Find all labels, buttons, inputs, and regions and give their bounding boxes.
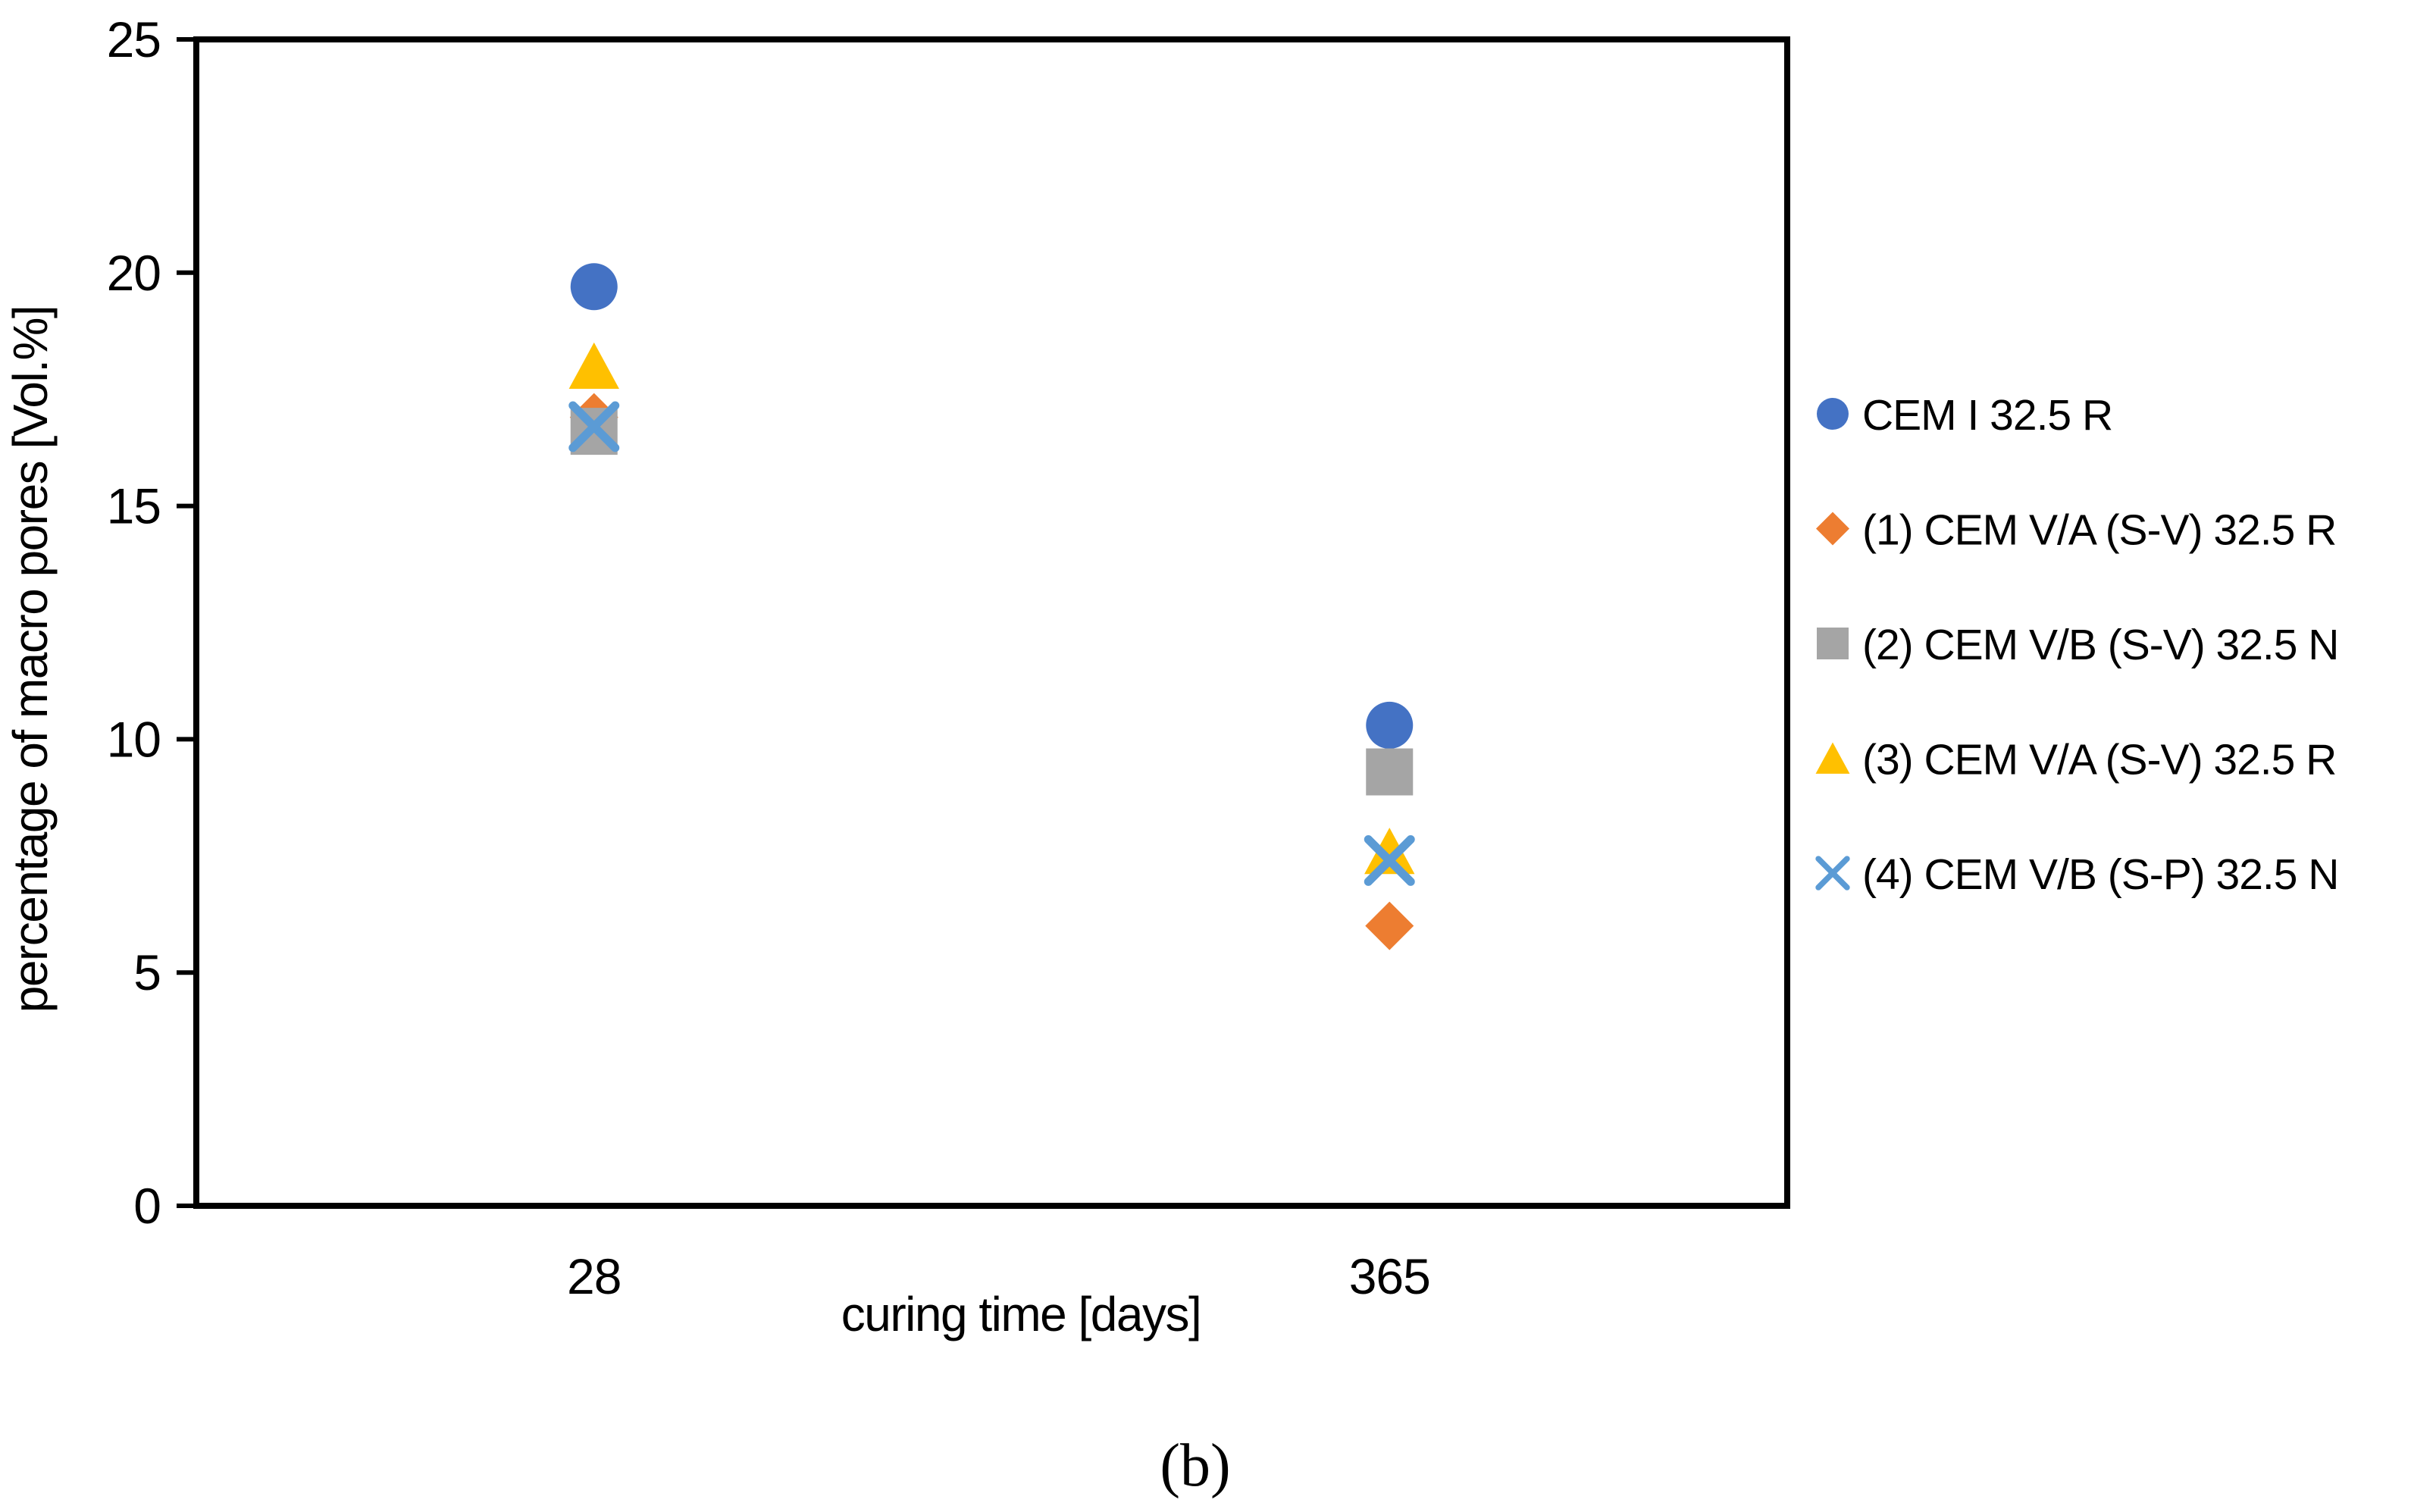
y-tick-label: 5 bbox=[133, 944, 161, 1000]
legend-label: (2) CEM V/B (S-V) 32.5 N bbox=[1862, 621, 2338, 669]
y-tick-label: 10 bbox=[107, 711, 161, 767]
y-tick-label: 25 bbox=[107, 11, 161, 67]
y-axis: 25 20 15 10 5 0 bbox=[107, 11, 196, 1234]
legend-item: (1) CEM V/A (S-V) 32.5 R bbox=[1816, 506, 2337, 555]
data-point-triangle-365d bbox=[1364, 828, 1415, 875]
legend-label: (1) CEM V/A (S-V) 32.5 R bbox=[1862, 506, 2336, 555]
y-axis-title: percentage of macro pores [Vol.%] bbox=[3, 306, 58, 1013]
data-point-circle-28d bbox=[570, 263, 618, 311]
legend-item: CEM I 32.5 R bbox=[1817, 391, 2113, 440]
data-point-x-28d bbox=[568, 401, 620, 452]
x-category-label: 365 bbox=[1349, 1248, 1430, 1304]
data-point-circle-365d bbox=[1366, 701, 1414, 749]
x-axis-title: curing time [days] bbox=[841, 1287, 1201, 1341]
x-category-label: 28 bbox=[567, 1248, 621, 1304]
data-point-square-365d bbox=[1366, 748, 1414, 796]
legend-marker-x bbox=[1815, 856, 1850, 891]
legend-label: CEM I 32.5 R bbox=[1862, 391, 2112, 440]
data-point-triangle-28d bbox=[568, 342, 619, 389]
legend-label: (3) CEM V/A (S-V) 32.5 R bbox=[1862, 736, 2336, 784]
legend-item: (4) CEM V/B (S-P) 32.5 N bbox=[1815, 850, 2339, 899]
legend-item: (2) CEM V/B (S-V) 32.5 N bbox=[1817, 621, 2339, 669]
legend-label: (4) CEM V/B (S-P) 32.5 N bbox=[1862, 850, 2338, 899]
legend-item: (3) CEM V/A (S-V) 32.5 R bbox=[1815, 736, 2337, 784]
legend: CEM I 32.5 R (1) CEM V/A (S-V) 32.5 R (2) … bbox=[1815, 391, 2339, 899]
data-point-x-365d bbox=[1364, 834, 1415, 886]
legend-marker-diamond bbox=[1816, 512, 1849, 546]
y-tick-label: 20 bbox=[107, 245, 161, 301]
y-tick-label: 0 bbox=[133, 1178, 161, 1234]
data-point-diamond-365d bbox=[1365, 901, 1414, 950]
plot-area-border bbox=[193, 36, 1790, 1209]
y-tick-label: 15 bbox=[107, 478, 161, 534]
x-axis: 28 365 bbox=[567, 1248, 1431, 1304]
legend-marker-square bbox=[1817, 628, 1849, 659]
legend-marker-circle bbox=[1817, 398, 1849, 430]
plot-markers bbox=[568, 263, 1415, 950]
legend-marker-triangle bbox=[1815, 742, 1850, 774]
figure-caption: (b) bbox=[1160, 1432, 1230, 1499]
